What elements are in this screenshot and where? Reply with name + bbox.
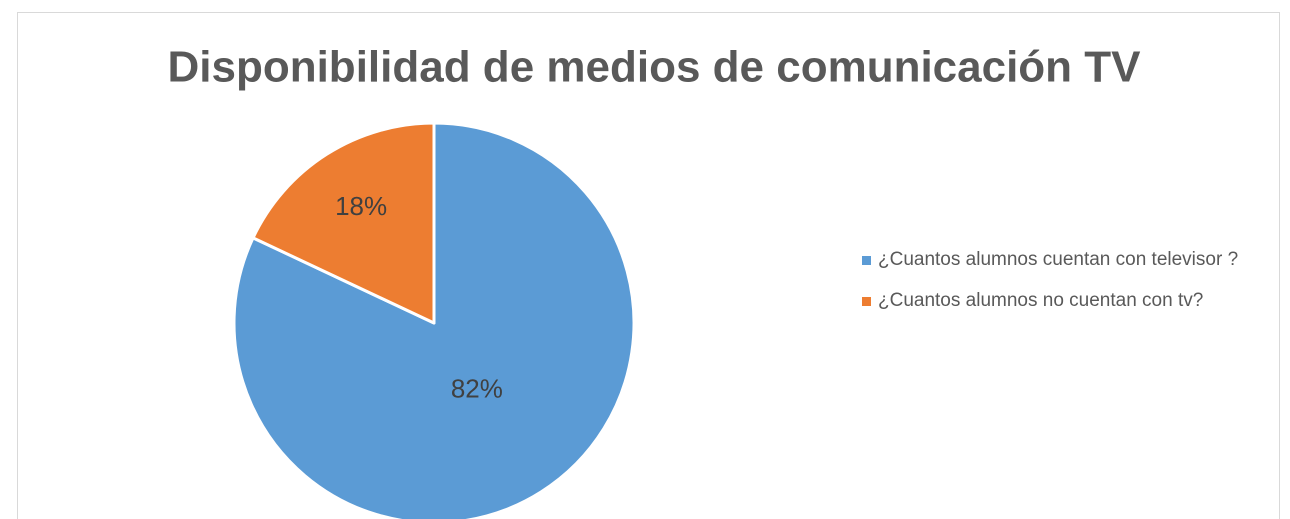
legend: ¿Cuantos alumnos cuentan con televisor ?… bbox=[862, 245, 1250, 327]
legend-item: ¿Cuantos alumnos cuentan con televisor ? bbox=[862, 245, 1250, 275]
legend-label: ¿Cuantos alumnos cuentan con televisor ? bbox=[878, 249, 1239, 270]
legend-label: ¿Cuantos alumnos no cuentan con tv? bbox=[878, 290, 1204, 311]
pie-slice bbox=[251, 121, 436, 325]
chart-title: Disponibilidad de medios de comunicación… bbox=[167, 43, 1141, 92]
legend-swatch bbox=[862, 256, 871, 265]
legend-swatch bbox=[862, 297, 871, 306]
data-label: 18% bbox=[335, 191, 387, 221]
legend-item: ¿Cuantos alumnos no cuentan con tv? bbox=[862, 286, 1250, 316]
chart-frame bbox=[17, 12, 1280, 519]
data-label: 82% bbox=[451, 373, 503, 403]
